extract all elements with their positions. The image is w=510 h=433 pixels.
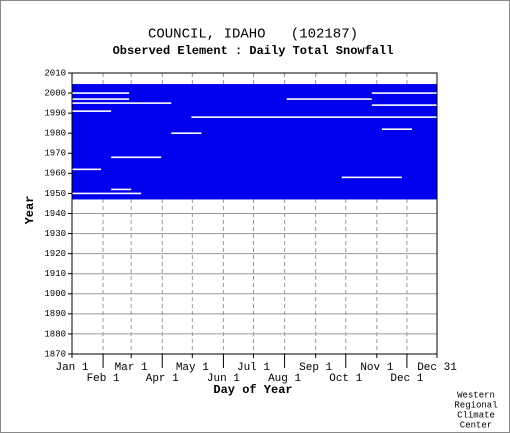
gap xyxy=(371,92,437,94)
gap xyxy=(72,110,112,112)
x-tick-label: Dec 1 xyxy=(390,373,423,385)
x-tick-label: Jan 1 xyxy=(55,362,88,374)
credit-line: Climate xyxy=(457,410,495,420)
x-tick-label: Oct 1 xyxy=(329,373,362,385)
x-tick-label: Apr 1 xyxy=(146,373,179,385)
gap xyxy=(111,156,162,159)
gap xyxy=(286,98,372,100)
x-tick-label: Mar 1 xyxy=(115,362,148,374)
x-tick-label: Jul 1 xyxy=(237,362,270,374)
credit-line: Western xyxy=(457,390,495,400)
y-tick-label: 1920 xyxy=(44,249,66,259)
gap xyxy=(72,168,102,171)
y-tick-label: 1930 xyxy=(44,229,66,239)
coverage-block xyxy=(72,84,437,200)
y-tick-label: 2000 xyxy=(44,88,66,98)
y-tick-label: 2010 xyxy=(44,68,66,78)
x-tick-label: May 1 xyxy=(176,362,209,374)
gap xyxy=(381,128,412,130)
y-axis-label: Year xyxy=(23,196,37,225)
y-tick-label: 1900 xyxy=(44,289,66,299)
plot-border xyxy=(71,72,438,355)
y-tick-label: 1970 xyxy=(44,149,66,159)
x-tick-label: Dec 31 xyxy=(417,362,457,374)
credit-line: Center xyxy=(460,420,492,430)
x-tick-label: Feb 1 xyxy=(87,373,120,385)
y-tick-label: 1990 xyxy=(44,109,66,119)
x-tick-label: Aug 1 xyxy=(268,373,301,385)
x-tick-label: Nov 1 xyxy=(360,362,393,374)
x-tick-label: Sep 1 xyxy=(299,362,332,374)
y-tick-label: 1890 xyxy=(44,309,66,319)
chart-subtitle: Observed Element : Daily Total Snowfall xyxy=(113,44,394,58)
credit-line: Regional xyxy=(454,400,497,410)
x-tick-label: Jun 1 xyxy=(207,373,240,385)
y-tick-label: 1940 xyxy=(44,209,66,219)
gap xyxy=(171,132,202,135)
gap xyxy=(72,192,142,195)
gap xyxy=(72,92,130,94)
gap xyxy=(111,188,132,191)
y-tick-label: 1910 xyxy=(44,269,66,279)
y-tick-label: 1950 xyxy=(44,189,66,199)
y-tick-label: 1960 xyxy=(44,169,66,179)
chart-title: COUNCIL, IDAHO (102187) xyxy=(148,27,358,43)
y-tick-label: 1980 xyxy=(44,129,66,139)
x-axis-label: Day of Year xyxy=(213,383,292,397)
gap xyxy=(371,104,437,106)
gap xyxy=(191,116,437,118)
y-tick-label: 1880 xyxy=(44,329,66,339)
gap xyxy=(72,98,130,100)
gap xyxy=(72,102,172,104)
gap xyxy=(341,176,402,179)
y-tick-label: 1870 xyxy=(44,349,66,359)
